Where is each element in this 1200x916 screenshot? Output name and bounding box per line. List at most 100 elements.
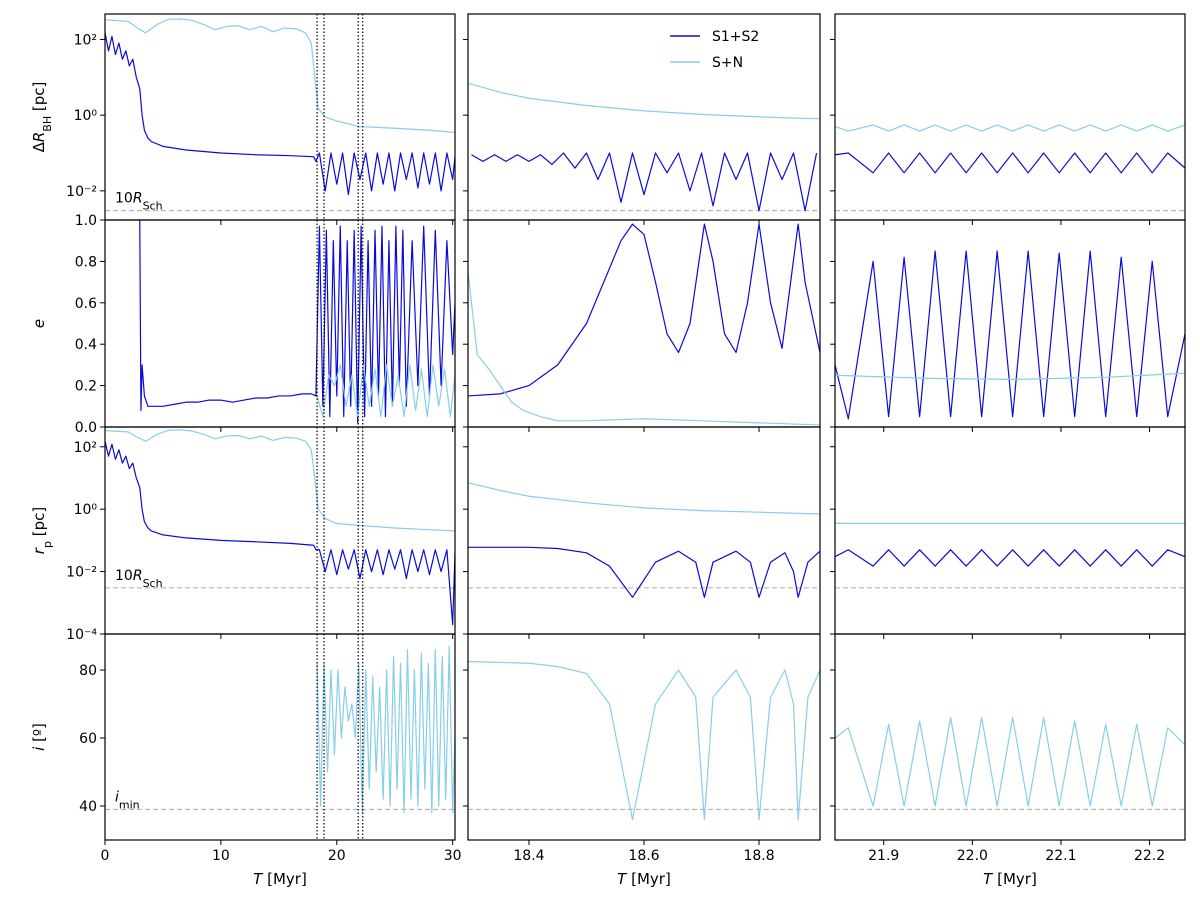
label-part: [º] [30, 723, 48, 747]
axes-frame [834, 13, 1186, 221]
y-axis-label: ΔRBH [pc] [30, 82, 54, 153]
axes-frame [467, 219, 821, 428]
series-line [468, 271, 820, 426]
label-part: 10 [115, 568, 133, 584]
label-part: Δ [30, 141, 48, 152]
y-tick-label: 0.2 [75, 379, 97, 395]
y-tick-label: 10² [74, 32, 97, 48]
y-tick-label: 0.6 [75, 296, 97, 312]
x-tick-label: 21.9 [868, 848, 899, 864]
y-tick-label: 10⁰ [74, 108, 98, 124]
axes-frame [467, 426, 821, 635]
legend-label: S+N [712, 55, 743, 71]
annotation: imin [115, 789, 140, 811]
x-tick-label: 20 [328, 848, 346, 864]
series-line [471, 152, 818, 212]
label-part: R [30, 132, 48, 142]
x-axis-label: T [Myr] [253, 870, 307, 888]
y-tick-label: 1.0 [75, 213, 97, 229]
annotation: 10RSch [115, 191, 163, 213]
x-axis-label: T [Myr] [983, 870, 1037, 888]
series-line [316, 364, 455, 418]
x-tick-label: 18.4 [513, 848, 544, 864]
series-line [835, 717, 1185, 807]
plot-area [105, 645, 455, 814]
y-axis-label: rp [pc] [30, 507, 54, 554]
plot-area [835, 124, 1185, 212]
x-tick-label: 10 [212, 848, 230, 864]
y-axis-label: e [30, 319, 48, 328]
y-tick-label: 60 [79, 731, 97, 747]
label-part: T [617, 870, 628, 888]
label-part: i [30, 746, 48, 751]
y-axis-label: i [º] [30, 723, 48, 751]
series-line [468, 82, 820, 120]
series-line [105, 429, 455, 532]
label-part: 10 [115, 191, 133, 207]
y-tick-label: 10⁻⁴ [66, 627, 97, 643]
label-part: [Myr] [626, 870, 670, 888]
plot-area [835, 717, 1185, 810]
x-tick-label: 22.0 [957, 848, 988, 864]
label-part: r [30, 547, 48, 554]
x-tick-label: 22.2 [1134, 848, 1165, 864]
label-part: R [133, 568, 143, 584]
label-part: BH [41, 116, 54, 132]
plot-area [468, 82, 820, 212]
x-axis-label: T [Myr] [617, 870, 671, 888]
y-tick-label: 80 [79, 663, 97, 679]
legend-label: S1+S2 [712, 29, 759, 45]
label-part: [Myr] [992, 870, 1036, 888]
axes-frame [104, 13, 456, 221]
axes-frame [104, 633, 456, 841]
label-part: Sch [143, 576, 163, 589]
series-line [835, 152, 1185, 174]
series-line [468, 482, 820, 515]
x-tick-label: 18.6 [628, 848, 659, 864]
series-line [468, 223, 820, 397]
x-tick-label: 18.8 [743, 848, 774, 864]
y-tick-label: 40 [79, 799, 97, 815]
series-line [835, 549, 1185, 567]
label-part: i [115, 789, 119, 805]
y-tick-label: 10⁻² [66, 184, 97, 200]
plot-area [105, 429, 455, 626]
series-line [835, 250, 1185, 420]
plot-area [105, 18, 455, 212]
label-part: min [119, 798, 140, 811]
series-line [139, 220, 455, 424]
x-tick-label: 22.1 [1045, 848, 1076, 864]
label-part: e [30, 319, 48, 328]
label-part: p [41, 541, 54, 548]
label-part: [pc] [30, 507, 48, 541]
label-part: [pc] [30, 82, 48, 116]
axes-frame [834, 633, 1186, 841]
label-part: Sch [143, 199, 163, 212]
series-line [835, 124, 1185, 132]
series-line [105, 441, 455, 626]
series-line [105, 18, 455, 134]
series-line [835, 372, 1185, 380]
label-part: [Myr] [262, 870, 306, 888]
plot-area [139, 220, 455, 424]
plot-area [835, 522, 1185, 589]
y-tick-label: 0.0 [75, 420, 97, 436]
label-part: T [253, 870, 264, 888]
label-part: T [983, 870, 994, 888]
y-tick-label: 10⁰ [74, 502, 98, 518]
x-tick-label: 30 [444, 848, 462, 864]
label-part: R [133, 191, 143, 207]
axes-frame [834, 426, 1186, 635]
plot-area [468, 660, 820, 821]
x-tick-label: 0 [101, 848, 110, 864]
y-tick-label: 0.4 [75, 337, 97, 353]
series-line [468, 660, 820, 821]
series-line [316, 645, 455, 814]
y-tick-label: 0.8 [75, 254, 97, 270]
series-line [468, 546, 820, 598]
axes-frame [834, 219, 1186, 428]
plot-area [835, 250, 1185, 420]
plot-area [468, 223, 820, 426]
